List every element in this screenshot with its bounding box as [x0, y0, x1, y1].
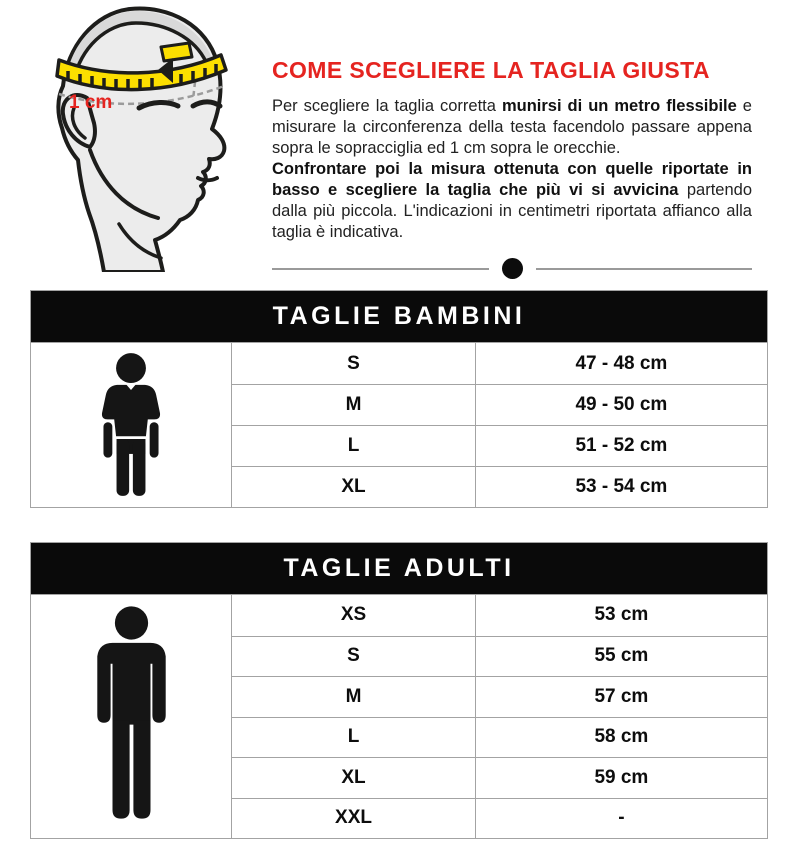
divider-line-right	[535, 267, 752, 270]
size-label: S	[231, 343, 475, 384]
intro-p2-bold: Confrontare poi la misura ottenuta con q…	[272, 160, 752, 200]
page-title: COME SCEGLIERE LA TAGLIA GIUSTA	[272, 57, 710, 83]
intro-p1-start: Per scegliere la taglia corretta	[272, 97, 502, 116]
one-cm-label: 1 cm	[69, 92, 112, 113]
size-label: L	[231, 425, 475, 466]
head-with-tape-icon: 1 cm	[55, 6, 228, 274]
divider-line-left	[272, 267, 489, 270]
instructions-column: COME SCEGLIERE LA TAGLIA GIUSTA Per sceg…	[272, 0, 752, 280]
head-measure-illustration: 1 cm	[12, 2, 262, 277]
intro-paragraph-2: Confrontare poi la misura ottenuta con q…	[272, 159, 752, 243]
table-body-bambini: S 47 - 48 cm M 49 - 50 cm L 51 - 52 cm X…	[31, 343, 767, 507]
size-table-adulti: TAGLIE ADULTI XS 53 cm S 55 cm	[30, 542, 768, 839]
table-title-bambini: TAGLIE BAMBINI	[31, 291, 767, 343]
adult-figure-icon	[96, 605, 166, 819]
size-label: XL	[231, 466, 475, 507]
size-label: M	[231, 384, 475, 425]
size-value: 57 cm	[474, 676, 767, 717]
size-value: -	[474, 797, 767, 838]
size-value: 59 cm	[474, 757, 767, 798]
intro-text: Per scegliere la taglia corretta munirsi…	[272, 96, 752, 243]
size-value: 55 cm	[474, 635, 767, 676]
divider-dot	[501, 258, 523, 280]
size-label: XL	[231, 757, 475, 798]
size-label: M	[231, 676, 475, 717]
size-value: 53 - 54 cm	[474, 466, 767, 507]
child-icon-cell	[31, 343, 231, 507]
size-label: L	[231, 716, 475, 757]
child-figure-icon	[102, 353, 161, 496]
size-value: 49 - 50 cm	[474, 384, 767, 425]
adult-icon-cell	[31, 595, 231, 838]
size-tables: TAGLIE BAMBINI	[0, 290, 800, 839]
size-value: 58 cm	[474, 716, 767, 757]
size-value: 47 - 48 cm	[474, 343, 767, 384]
size-label: S	[231, 635, 475, 676]
table-body-adulti: XS 53 cm S 55 cm M 57 cm L 58 cm XL 59 c…	[31, 595, 767, 838]
intro-p1-bold: munirsi di un metro flessibile	[501, 97, 737, 116]
size-value: 51 - 52 cm	[474, 425, 767, 466]
intro-p2-end: partendo dalla più piccola. L'indicazion…	[272, 181, 752, 242]
tape-tick-marks	[66, 64, 218, 88]
measuring-tape-icon	[55, 53, 228, 92]
tape-end-tab	[159, 41, 194, 63]
section-divider	[272, 258, 752, 280]
intro-p1-end: e misurare la circonferenza della testa …	[272, 97, 752, 158]
size-table-bambini: TAGLIE BAMBINI	[30, 290, 768, 508]
table-title-adulti: TAGLIE ADULTI	[31, 543, 767, 595]
size-value: 53 cm	[474, 595, 767, 636]
top-section: 1 cm COME SCEGLIERE LA TAGLIA GIUSTA Per…	[0, 0, 800, 290]
size-label: XS	[231, 595, 475, 636]
intro-paragraph-1: Per scegliere la taglia corretta munirsi…	[272, 96, 752, 159]
tape-arrow-icon	[158, 58, 173, 83]
size-label: XXL	[231, 797, 475, 838]
